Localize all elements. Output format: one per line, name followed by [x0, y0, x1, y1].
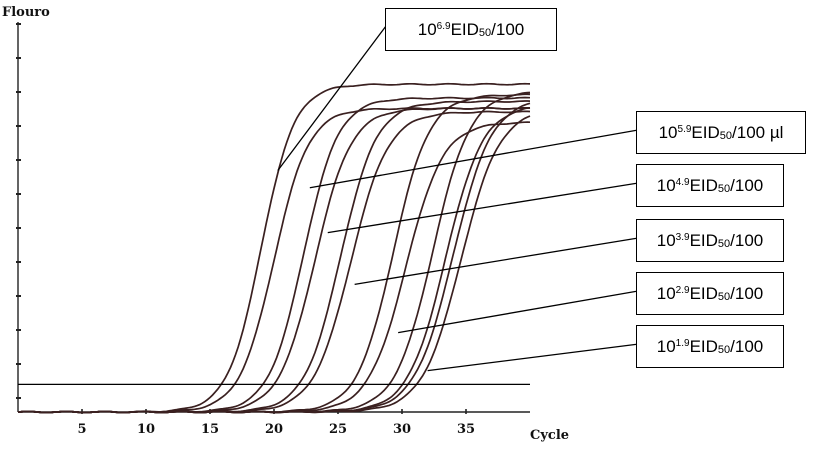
- dilution-label-exp: 3.9: [675, 232, 690, 243]
- dilution-label-box: 10 3.9 EID 50/100: [636, 219, 784, 262]
- dilution-label-sub: 50: [717, 290, 731, 303]
- y-ticks: [16, 23, 21, 399]
- dilution-label-sub: 50: [719, 129, 733, 142]
- dilution-label-pre: EID: [689, 283, 718, 303]
- dilution-label-post: /100: [730, 336, 764, 356]
- dilution-label-box: 10 2.9 EID 50/100: [636, 272, 784, 315]
- dilution-label-base: 10: [656, 175, 676, 195]
- dilution-label-post: /100 µl: [732, 122, 784, 142]
- dilution-label-pre: EID: [691, 122, 720, 142]
- dilution-label-base: 10: [656, 283, 676, 303]
- x-axis-label: Cycle: [530, 428, 569, 443]
- y-axis-label: Flouro: [2, 5, 50, 20]
- dilution-label-sub: 50: [717, 237, 731, 250]
- dilution-label-post: /100: [730, 175, 764, 195]
- annotation-leader-line: [427, 343, 637, 372]
- dilution-label-exp: 2.9: [675, 285, 690, 296]
- dilution-label-pre: EID: [689, 175, 718, 195]
- amplification-curve: [17, 115, 531, 414]
- amplification-curves: [17, 82, 531, 414]
- annotation-leaders: [277, 21, 637, 372]
- x-ticks: 5 10 15 20 25 30 35: [77, 409, 475, 437]
- dilution-label-exp: 6.9: [436, 21, 451, 32]
- dilution-label-post: /100: [730, 230, 764, 250]
- x-tick-label: 20: [265, 422, 283, 437]
- dilution-label-base: 10: [656, 230, 676, 250]
- x-tick-label: 25: [329, 422, 347, 437]
- annotation-leader-line: [398, 290, 637, 334]
- x-tick-label: 30: [393, 422, 411, 437]
- dilution-label-base: 10: [656, 336, 676, 356]
- amplification-curve: [17, 121, 531, 414]
- x-tick-label: 10: [137, 422, 155, 437]
- dilution-label-exp: 4.9: [675, 177, 690, 188]
- dilution-label-base: 10: [417, 19, 437, 39]
- dilution-label-box: 10 1.9 EID 50/100: [636, 325, 784, 368]
- dilution-label-sub: 50: [478, 26, 492, 39]
- dilution-label-box: 10 6.9 EID 50/100: [385, 8, 557, 51]
- dilution-label-exp: 5.9: [677, 124, 692, 135]
- dilution-label-sub: 50: [717, 343, 731, 356]
- dilution-label-post: /100: [730, 283, 764, 303]
- annotation-leader-line: [354, 237, 637, 285]
- dilution-label-sub: 50: [717, 182, 731, 195]
- x-tick-label: 35: [457, 422, 475, 437]
- annotation-leader-line: [327, 182, 637, 234]
- x-tick-label: 5: [77, 422, 86, 437]
- dilution-label-pre: EID: [689, 230, 718, 250]
- dilution-label-pre: EID: [450, 19, 479, 39]
- dilution-label-exp: 1.9: [675, 338, 690, 349]
- dilution-label-pre: EID: [689, 336, 718, 356]
- dilution-label-box: 10 5.9 EID 50/100 µl: [636, 111, 806, 154]
- dilution-label-post: /100: [491, 19, 525, 39]
- annotation-leader-line: [277, 21, 390, 171]
- annotation-leader-line: [309, 129, 637, 189]
- x-tick-label: 15: [201, 422, 219, 437]
- dilution-label-base: 10: [658, 122, 678, 142]
- dilution-label-box: 10 4.9 EID 50/100: [636, 164, 784, 207]
